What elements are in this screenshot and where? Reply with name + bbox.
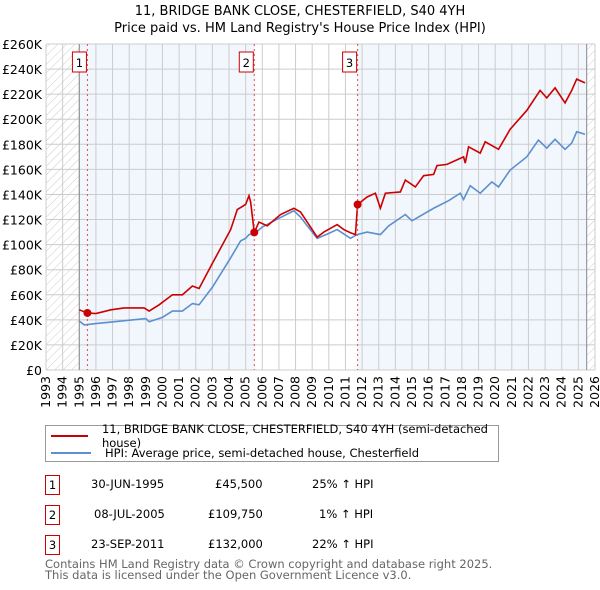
x-tick-label: 2022 bbox=[520, 376, 535, 408]
sale-label: 1 bbox=[76, 56, 83, 70]
x-tick-label: 2020 bbox=[487, 376, 502, 408]
legend-label: 11, BRIDGE BANK CLOSE, CHESTERFIELD, S40… bbox=[101, 422, 488, 450]
x-tick-label: 2016 bbox=[421, 376, 436, 408]
x-tick-label: 2018 bbox=[454, 376, 469, 408]
y-tick-label: £100K bbox=[2, 238, 43, 253]
x-tick-label: 2002 bbox=[188, 376, 203, 408]
x-tick-label: 2023 bbox=[537, 376, 552, 408]
x-tick-label: 2010 bbox=[321, 376, 336, 408]
copyright-text: Contains HM Land Registry data © Crown c… bbox=[45, 557, 493, 571]
sale-marker: 3 bbox=[45, 535, 60, 555]
sale-hpi-diff: 1% ↑ HPI bbox=[319, 507, 374, 521]
sale-hpi-diff: 22% ↑ HPI bbox=[312, 537, 374, 551]
legend-item-hpi: HPI: Average price, semi-detached house,… bbox=[46, 445, 419, 461]
chart-legend: 11, BRIDGE BANK CLOSE, CHESTERFIELD, S40… bbox=[45, 422, 499, 462]
x-tick-label: 2003 bbox=[204, 376, 219, 408]
property-series-line bbox=[78, 78, 586, 315]
x-tick-label: 2024 bbox=[554, 376, 569, 408]
x-tick-label: 2004 bbox=[221, 376, 236, 408]
x-tick-label: 2012 bbox=[354, 376, 369, 408]
red-line-swatch bbox=[51, 435, 88, 437]
sale-price: £45,500 bbox=[215, 477, 263, 491]
x-tick-label: 2014 bbox=[387, 376, 402, 408]
sale-date: 23-SEP-2011 bbox=[91, 537, 165, 551]
x-tick-label: 1999 bbox=[138, 376, 153, 408]
y-tick-label: £260K bbox=[2, 37, 43, 52]
sale-row: 3 23-SEP-2011 £132,000 22% ↑ HPI bbox=[45, 535, 445, 555]
price-chart: 1993 1994 1995 1996 1997 1998 1999 2000 2001 2002… bbox=[2, 37, 600, 408]
y-tick-label: £240K bbox=[2, 62, 43, 77]
x-tick-label: 1998 bbox=[121, 376, 136, 408]
legend-item-property: 11, BRIDGE BANK CLOSE, CHESTERFIELD, S40… bbox=[46, 422, 498, 450]
sale-point bbox=[83, 308, 92, 317]
y-tick-label: £180K bbox=[2, 137, 43, 152]
blue-line-swatch bbox=[51, 452, 91, 454]
sale-label: 2 bbox=[243, 56, 250, 70]
x-tick-label: 1996 bbox=[88, 376, 103, 408]
x-tick-label: 2015 bbox=[404, 376, 419, 408]
sale-label: 3 bbox=[346, 56, 353, 70]
y-tick-label: £160K bbox=[2, 162, 43, 177]
x-tick-label: 2025 bbox=[570, 376, 585, 408]
sale-row: 1 30-JUN-1995 £45,500 25% ↑ HPI bbox=[45, 475, 445, 495]
legend-label: HPI: Average price, semi-detached house,… bbox=[105, 446, 420, 460]
x-tick-label: 2007 bbox=[271, 376, 286, 408]
y-tick-label: £220K bbox=[2, 87, 43, 102]
x-tick-label: 2006 bbox=[254, 376, 269, 408]
x-tick-label: 2019 bbox=[471, 376, 486, 408]
hatched-no-data-region bbox=[586, 44, 595, 370]
x-tick-label: 2009 bbox=[304, 376, 319, 408]
x-tick-label: 2000 bbox=[154, 376, 169, 408]
y-tick-label: £0 bbox=[26, 363, 42, 378]
sale-marker: 2 bbox=[45, 505, 60, 525]
x-tick-label: 2008 bbox=[288, 376, 303, 408]
sale-marker: 1 bbox=[45, 475, 60, 495]
x-tick-label: 2001 bbox=[171, 376, 186, 408]
x-tick-label: 2011 bbox=[337, 376, 352, 408]
licence-text: This data is licensed under the Open Gov… bbox=[45, 568, 412, 582]
footer: Contains HM Land Registry data © Crown c… bbox=[45, 557, 493, 582]
sale-date: 30-JUN-1995 bbox=[91, 477, 165, 491]
y-tick-label: £40K bbox=[10, 313, 43, 328]
y-tick-label: £200K bbox=[2, 112, 43, 127]
sale-label-box bbox=[342, 51, 358, 73]
y-tick-label: £20K bbox=[10, 338, 43, 353]
chart-title: 11, BRIDGE BANK CLOSE, CHESTERFIELD, S40… bbox=[134, 4, 466, 19]
chart-subtitle: Price paid vs. HM Land Registry's House … bbox=[114, 21, 486, 36]
x-tick-label: 2013 bbox=[371, 376, 386, 408]
y-tick-label: £60K bbox=[10, 288, 43, 303]
sale-row: 2 08-JUL-2005 £109,750 1% ↑ HPI bbox=[45, 505, 445, 525]
x-tick-label: 1995 bbox=[71, 376, 86, 408]
sale-date: 08-JUL-2005 bbox=[94, 507, 165, 521]
sale-point bbox=[353, 200, 362, 209]
shaded-ownership-period bbox=[79, 44, 255, 370]
sale-label-box bbox=[71, 51, 87, 73]
sale-label-box bbox=[238, 51, 254, 73]
sale-hpi-diff: 25% ↑ HPI bbox=[312, 477, 374, 491]
sale-point bbox=[250, 228, 259, 237]
sale-price: £109,750 bbox=[208, 507, 263, 521]
shaded-ownership-period bbox=[357, 44, 587, 370]
y-tick-label: £120K bbox=[2, 213, 43, 228]
hpi-series-line bbox=[78, 130, 586, 326]
x-tick-label: 2021 bbox=[504, 376, 519, 408]
x-tick-label: 1997 bbox=[105, 376, 120, 408]
x-tick-label: 1993 bbox=[38, 376, 53, 408]
x-tick-label: 2005 bbox=[238, 376, 253, 408]
x-tick-label: 2026 bbox=[587, 376, 600, 408]
y-tick-label: £140K bbox=[2, 187, 43, 202]
x-tick-label: 2017 bbox=[437, 376, 452, 408]
x-tick-label: 1994 bbox=[55, 376, 70, 408]
sale-price: £132,000 bbox=[208, 537, 263, 551]
y-tick-label: £80K bbox=[10, 263, 43, 278]
